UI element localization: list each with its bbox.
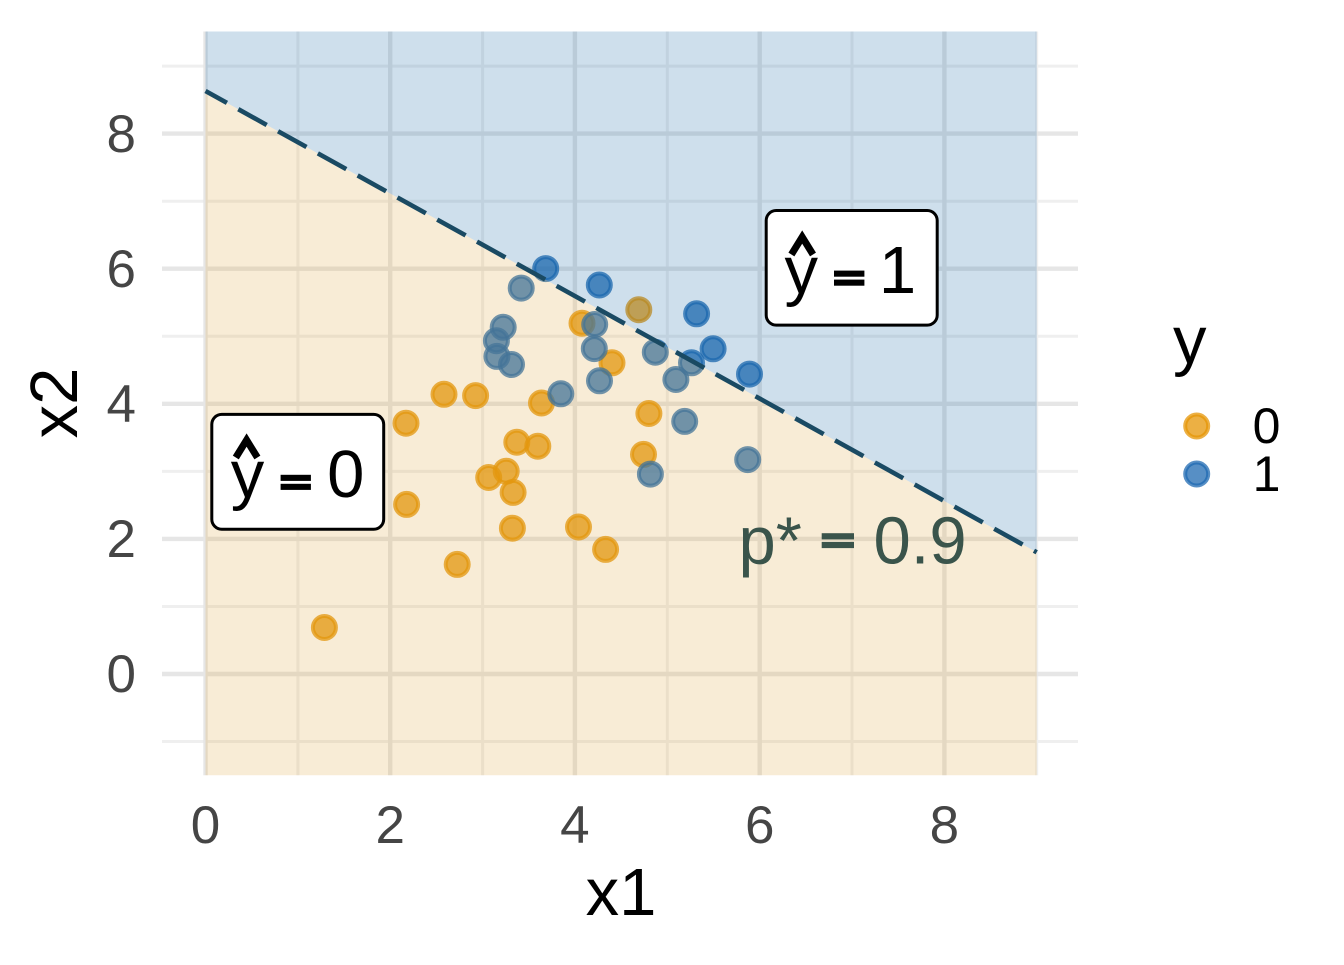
svg-text:0: 0 (191, 796, 220, 855)
svg-text:0: 0 (1253, 398, 1281, 454)
svg-text:4: 4 (107, 375, 136, 434)
svg-text:y: y (231, 437, 265, 512)
svg-text:4: 4 (560, 796, 589, 855)
svg-text:1: 1 (1253, 446, 1281, 502)
svg-text:p*: p* (739, 504, 802, 579)
svg-text:y: y (1173, 303, 1207, 378)
svg-text:2: 2 (375, 796, 404, 855)
svg-text:0: 0 (327, 437, 364, 512)
svg-text:6: 6 (107, 240, 136, 299)
svg-text:2: 2 (107, 510, 136, 569)
svg-text:1: 1 (879, 233, 916, 308)
svg-text:y: y (785, 233, 819, 308)
svg-text:8: 8 (930, 796, 959, 855)
svg-text:0: 0 (107, 645, 136, 704)
svg-text:8: 8 (107, 105, 136, 164)
svg-text:0.9: 0.9 (874, 504, 967, 579)
svg-text:6: 6 (745, 796, 774, 855)
svg-text:x1: x1 (586, 855, 657, 930)
svg-text:x2: x2 (17, 368, 92, 439)
